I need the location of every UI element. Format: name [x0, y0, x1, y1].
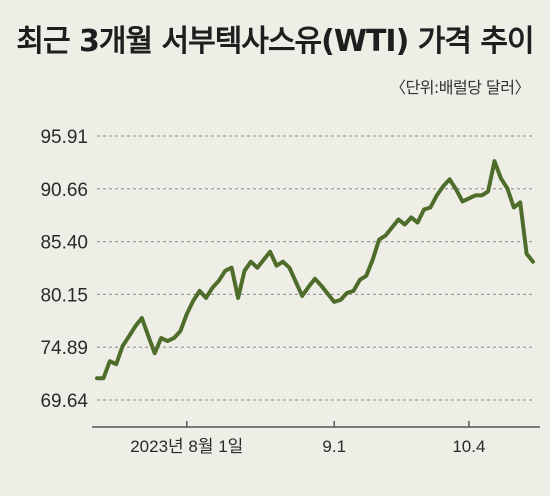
- data-point: [454, 187, 458, 191]
- data-point: [467, 196, 471, 201]
- data-point: [178, 329, 182, 333]
- data-point: [249, 260, 253, 264]
- data-point: [383, 233, 388, 238]
- data-point: [236, 296, 240, 300]
- data-point: [230, 266, 234, 270]
- data-point: [390, 225, 394, 230]
- data-point: [121, 344, 125, 348]
- data-point: [191, 299, 195, 303]
- data-point: [172, 336, 176, 340]
- data-point: [332, 300, 336, 304]
- data-point: [396, 217, 400, 222]
- data-point: [371, 258, 375, 262]
- data-point: [95, 376, 99, 380]
- unit-label: 〈단위:배럴당 달러〉: [389, 78, 531, 97]
- data-point: [210, 286, 215, 290]
- data-point: [492, 159, 497, 163]
- data-point: [473, 193, 477, 197]
- data-point: [197, 289, 202, 293]
- data-point: [101, 376, 106, 380]
- data-point: [127, 334, 131, 338]
- data-point: [159, 336, 163, 340]
- data-point: [460, 199, 465, 204]
- y-tick-label: 95.91: [40, 127, 88, 148]
- data-point: [300, 294, 304, 298]
- data-point: [364, 274, 368, 278]
- y-tick-label: 74.89: [40, 338, 88, 359]
- data-point: [114, 362, 118, 366]
- y-tick-label: 69.64: [40, 391, 88, 412]
- data-point: [428, 205, 433, 210]
- data-point: [133, 324, 138, 328]
- data-point: [486, 189, 490, 193]
- y-tick-label: 80.15: [40, 285, 88, 306]
- data-point: [262, 258, 266, 262]
- data-point: [140, 316, 144, 320]
- data-point: [345, 291, 349, 295]
- data-point: [377, 238, 381, 242]
- grid-lines: [97, 135, 533, 401]
- data-point: [294, 280, 298, 284]
- data-point: [339, 298, 343, 302]
- data-point: [108, 359, 112, 363]
- data-point: [409, 215, 413, 220]
- data-point: [518, 200, 522, 205]
- x-tick-label: 10.4: [452, 437, 485, 456]
- data-point: [281, 260, 285, 264]
- data-point: [531, 260, 535, 264]
- data-point: [274, 264, 279, 268]
- data-point: [415, 220, 420, 225]
- data-point: [242, 269, 247, 273]
- data-point: [403, 222, 407, 227]
- series-line: [95, 159, 535, 381]
- data-point: [441, 184, 445, 188]
- y-tick-label: 85.40: [40, 233, 88, 254]
- data-point: [422, 207, 426, 212]
- series-group: [95, 159, 535, 381]
- x-tick-label: 2023년 8월 1일: [130, 437, 243, 456]
- chart-title: 최근 3개월 서부텍사스유(WTI) 가격 추이: [16, 24, 534, 59]
- data-point: [217, 279, 221, 283]
- data-point: [313, 277, 317, 281]
- data-point: [204, 296, 208, 300]
- x-axis-ticks: 2023년 8월 1일 9.1 10.4: [130, 421, 485, 456]
- data-point: [319, 284, 324, 288]
- data-point: [326, 292, 330, 296]
- y-axis-ticks: 95.91 90.66 85.40 80.15 74.89 69.64: [40, 127, 88, 412]
- x-tick-label: 9.1: [322, 437, 346, 456]
- data-point: [185, 312, 189, 316]
- data-point: [351, 289, 356, 293]
- data-point: [448, 177, 452, 181]
- data-point: [223, 269, 227, 273]
- data-point: [435, 193, 439, 197]
- data-point: [255, 266, 259, 270]
- y-tick-label: 90.66: [40, 180, 88, 201]
- data-point: [524, 252, 529, 256]
- data-point: [480, 193, 484, 197]
- data-point: [146, 334, 150, 338]
- data-point: [165, 339, 170, 343]
- data-point: [505, 186, 509, 190]
- data-point: [287, 266, 291, 270]
- data-point: [499, 176, 503, 180]
- data-point: [306, 285, 311, 289]
- data-point: [358, 278, 362, 282]
- data-point: [512, 205, 516, 210]
- data-point: [268, 250, 272, 254]
- data-point: [153, 351, 157, 355]
